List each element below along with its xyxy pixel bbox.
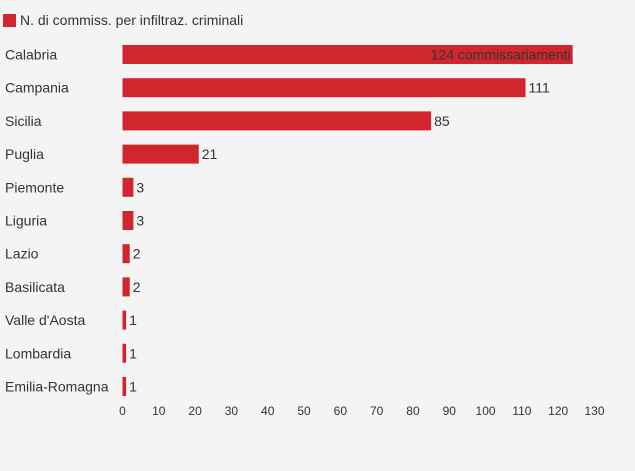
legend-label: N. di commiss. per infiltraz. criminali: [20, 12, 244, 28]
category-label: Lazio: [5, 246, 39, 262]
data-label: 1: [129, 379, 137, 395]
bar: [122, 45, 573, 64]
legend-swatch: [3, 13, 16, 27]
category-label: Basilicata: [5, 279, 65, 295]
data-label: 3: [136, 213, 144, 229]
x-tick-label: 40: [261, 404, 275, 418]
category-label: Piemonte: [5, 179, 64, 195]
category-label: Emilia-Romagna: [5, 379, 109, 395]
x-tick-label: 70: [370, 404, 384, 418]
x-tick-label: 90: [443, 404, 457, 418]
bar: [122, 211, 134, 230]
data-label: 3: [136, 179, 144, 195]
category-label: Campania: [5, 80, 69, 96]
data-label: 1: [129, 312, 137, 328]
category-label: Lombardia: [5, 345, 71, 361]
x-tick-label: 0: [119, 404, 126, 418]
category-label: Valle d'Aosta: [5, 312, 85, 328]
bar: [122, 343, 127, 363]
x-tick-label: 110: [512, 404, 531, 418]
bar: [122, 244, 130, 264]
x-tick-label: 130: [584, 404, 604, 418]
bar: [122, 78, 526, 98]
bar: [122, 277, 130, 297]
x-tick-label: 50: [297, 404, 311, 418]
data-label: 2: [133, 246, 141, 262]
bar: [122, 377, 127, 396]
data-label: 1: [129, 345, 137, 361]
category-label: Puglia: [5, 146, 44, 162]
data-label: 85: [434, 113, 450, 129]
data-label: 111: [529, 80, 550, 96]
bar: [122, 111, 432, 131]
legend: N. di commiss. per infiltraz. criminali: [3, 12, 243, 28]
bar: [122, 310, 127, 330]
x-tick-label: 120: [548, 404, 568, 418]
data-label: 2: [133, 279, 141, 295]
category-label: Calabria: [5, 47, 57, 63]
category-label: Sicilia: [5, 113, 42, 129]
bar: [122, 144, 199, 164]
x-tick-label: 10: [152, 404, 166, 418]
x-tick-label: 20: [188, 404, 202, 418]
x-tick-label: 30: [225, 404, 239, 418]
data-label: 124 commissariamenti: [431, 47, 571, 63]
bar: [122, 177, 134, 197]
x-tick-label: 100: [476, 404, 496, 418]
x-tick-label: 80: [406, 404, 420, 418]
x-tick-label: 60: [334, 404, 348, 418]
category-label: Liguria: [5, 213, 47, 229]
data-label: 21: [202, 146, 218, 162]
